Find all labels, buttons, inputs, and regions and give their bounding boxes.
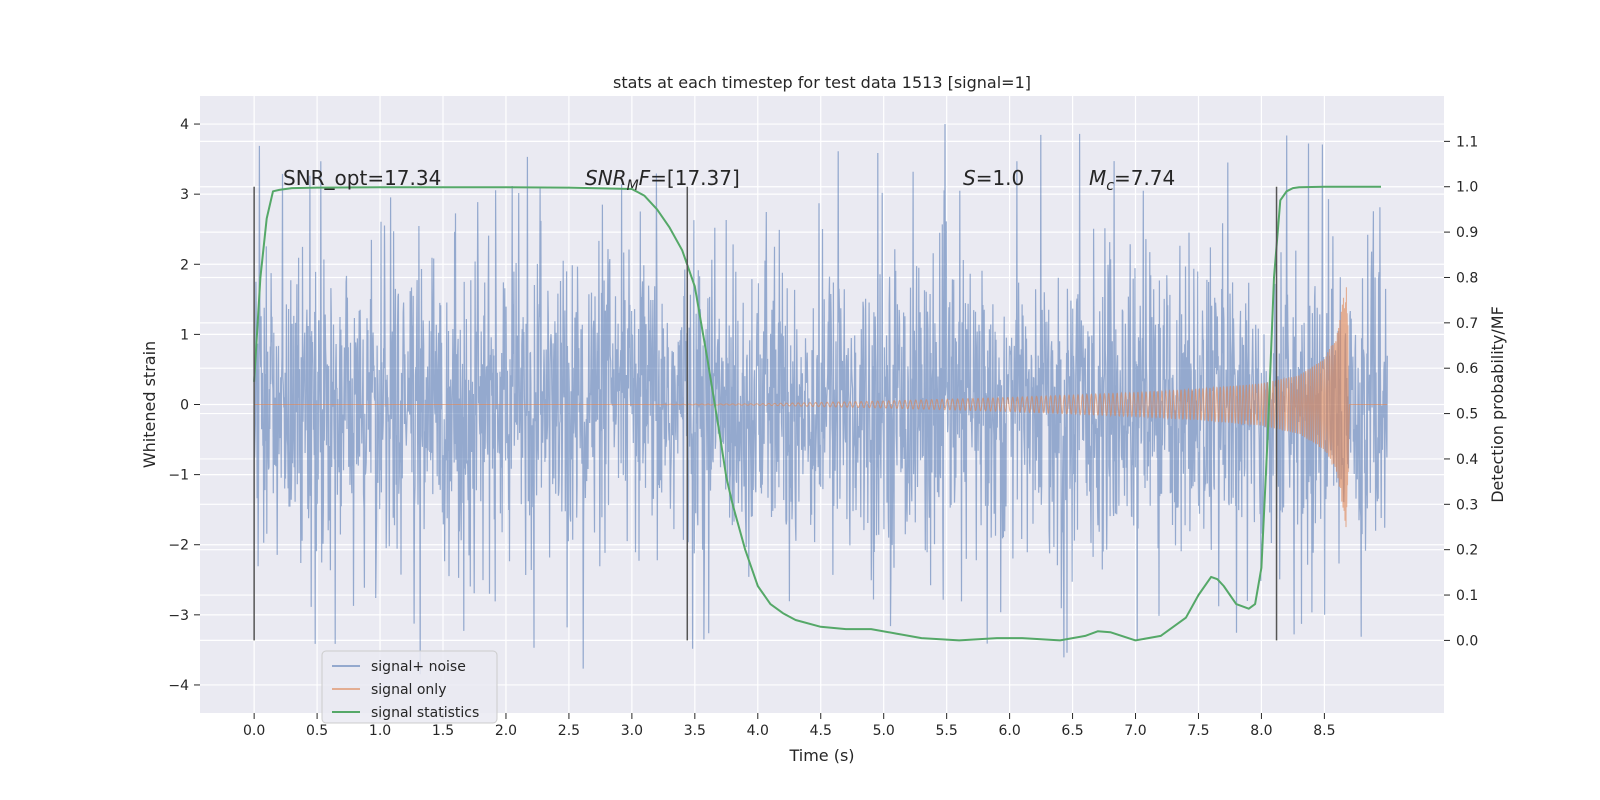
x-tick-label: 3.5: [684, 723, 706, 739]
y-axis-ticks: 4 3 2 1 0 −1 −2 −3 −4: [168, 117, 200, 694]
y-tick-label: 0: [180, 398, 189, 414]
y-tick-label: −2: [168, 538, 189, 554]
vline-layer: [253, 186, 1278, 641]
legend-label: signal+ noise: [371, 659, 466, 675]
y2-tick-label: 0.0: [1456, 633, 1478, 649]
annotation-mc-main: M: [1089, 166, 1106, 190]
y-tick-label: 3: [180, 187, 189, 203]
y-tick-label: −3: [168, 608, 189, 624]
series-signal-noise: [253, 123, 1388, 675]
series-signal-only: [254, 287, 1388, 528]
x-tick-label: 1.5: [432, 723, 454, 739]
y2-tick-label: 0.8: [1456, 270, 1478, 286]
y2-tick-label: 0.1: [1456, 588, 1478, 604]
y-tick-label: 4: [180, 117, 189, 133]
annotation-snr-mf-main: SNR: [585, 166, 627, 190]
y-tick-label: −4: [168, 678, 189, 694]
x-tick-label: 3.0: [621, 723, 643, 739]
x-tick-label: 6.5: [1061, 723, 1083, 739]
x-tick-label: 5.5: [936, 723, 958, 739]
x-tick-label: 0.0: [243, 723, 265, 739]
x-tick-label: 1.0: [369, 723, 391, 739]
x-tick-label: 4.5: [810, 723, 832, 739]
x-tick-label: 0.5: [306, 723, 328, 739]
y2-tick-label: 0.5: [1456, 407, 1478, 423]
x-tick-label: 8.0: [1250, 723, 1272, 739]
annotation-snr-mf: SNRMF=[17.37]: [585, 166, 740, 194]
y-tick-label: 2: [180, 257, 189, 273]
legend-box: [321, 650, 498, 724]
annotation-snr-mf-tail: =[17.37]: [650, 166, 740, 190]
y-tick-label: −1: [168, 468, 189, 484]
legend-label: signal statistics: [371, 705, 479, 721]
y2-axis-ticks: 1.1 1.0 0.9 0.8 0.7 0.6 0.5 0.4 0.3 0.2 0.1 0.0: [1444, 134, 1478, 649]
annotation-s: S=1.0: [963, 166, 1024, 190]
y2-tick-label: 0.6: [1456, 361, 1478, 377]
legend-label: signal only: [371, 682, 446, 698]
annotation-snr-mf-sub: M: [627, 178, 639, 194]
chart-title: stats at each timestep for test data 151…: [613, 73, 1031, 92]
annotation-mc: Mc=7.74: [1089, 166, 1175, 194]
series-layer: [253, 123, 1388, 675]
x-tick-label: 6.0: [998, 723, 1020, 739]
x-tick-label: 5.0: [873, 723, 895, 739]
annotation-snr-mf-tail-italic: F: [639, 166, 651, 190]
y2-tick-label: 0.9: [1456, 225, 1478, 241]
y2-axis-label: Detection probability/MF: [1488, 306, 1507, 503]
y-tick-label: 1: [180, 327, 189, 343]
y2-tick-label: 1.0: [1456, 180, 1478, 196]
y2-tick-label: 0.4: [1456, 452, 1478, 468]
x-axis-label: Time (s): [788, 746, 854, 765]
y2-tick-label: 1.1: [1456, 134, 1478, 150]
series-signal-statistics: [253, 185, 1381, 642]
x-axis-ticks: 0.0 0.5 1.0 1.5 2.0 2.5 3.0 3.5 4.0 4.5 5.0 5.5 6.0 6…: [243, 713, 1336, 739]
x-tick-label: 7.0: [1124, 723, 1146, 739]
annotation-snr-opt: SNR_opt=17.34: [283, 166, 441, 190]
x-tick-label: 2.0: [495, 723, 517, 739]
legend: signal+ noise signal only signal statistic…: [321, 650, 498, 724]
y-axis-label: Whitened strain: [140, 341, 159, 468]
annotation-mc-tail: =7.74: [1114, 166, 1175, 190]
x-tick-label: 4.0: [747, 723, 769, 739]
annotation-s-tail: =1.0: [976, 166, 1025, 190]
y2-tick-label: 0.2: [1456, 543, 1478, 559]
x-tick-label: 2.5: [558, 723, 580, 739]
x-tick-label: 8.5: [1313, 723, 1335, 739]
y2-tick-label: 0.7: [1456, 316, 1478, 332]
annotation-mc-sub: c: [1106, 178, 1114, 194]
annotation-s-main: S: [963, 166, 976, 190]
x-tick-label: 7.5: [1187, 723, 1209, 739]
y2-tick-label: 0.3: [1456, 497, 1478, 513]
